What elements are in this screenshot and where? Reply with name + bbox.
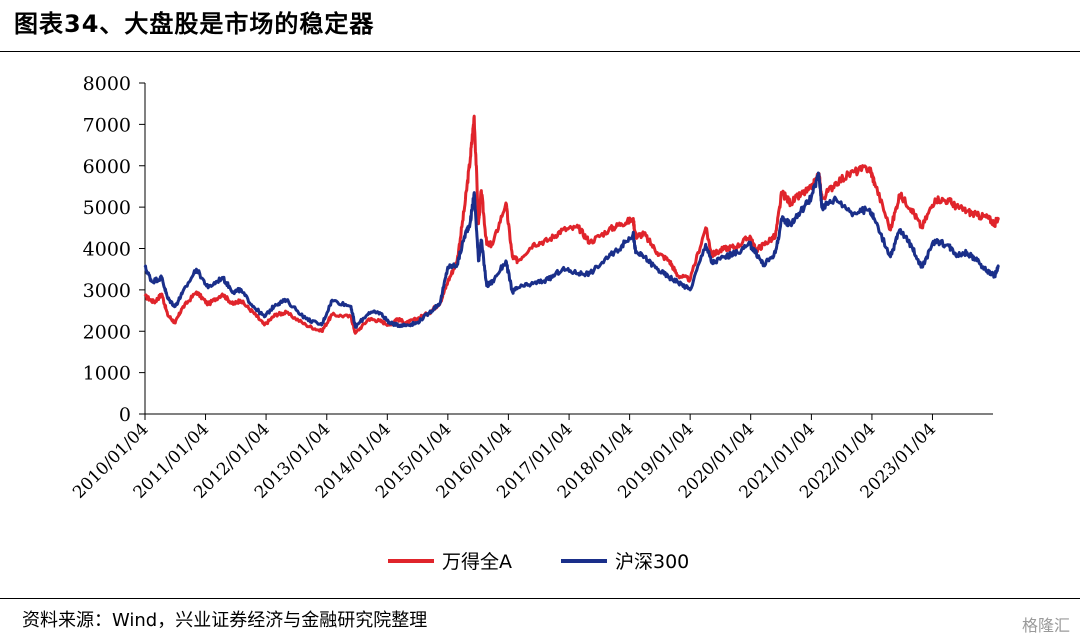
legend-label-hs300: 沪深300 [615, 551, 689, 573]
y-tick-label: 1000 [83, 363, 131, 385]
y-tick-label: 5000 [83, 197, 131, 219]
series-line-hs300 [143, 171, 1000, 329]
chart-title: 图表34、大盘股是市场的稳定器 [14, 10, 375, 38]
y-tick-label: 2000 [83, 321, 131, 343]
source-note: 资料来源：Wind，兴业证券经济与金融研究院整理 [22, 610, 428, 631]
y-tick-label: 7000 [83, 114, 131, 136]
bottom-rule [0, 598, 1080, 599]
line-chart: 0100020003000400050006000700080002010/01… [69, 73, 1000, 573]
legend-label-wind-a: 万得全A [442, 551, 512, 573]
y-tick-label: 8000 [83, 73, 131, 95]
top-rule [0, 51, 1080, 52]
y-tick-label: 3000 [83, 280, 131, 302]
watermark-logo: 格隆汇 [1021, 616, 1070, 635]
series-line-wind-a [143, 114, 1000, 335]
y-tick-label: 0 [119, 404, 131, 426]
y-tick-label: 4000 [83, 239, 131, 261]
y-tick-label: 6000 [83, 156, 131, 178]
